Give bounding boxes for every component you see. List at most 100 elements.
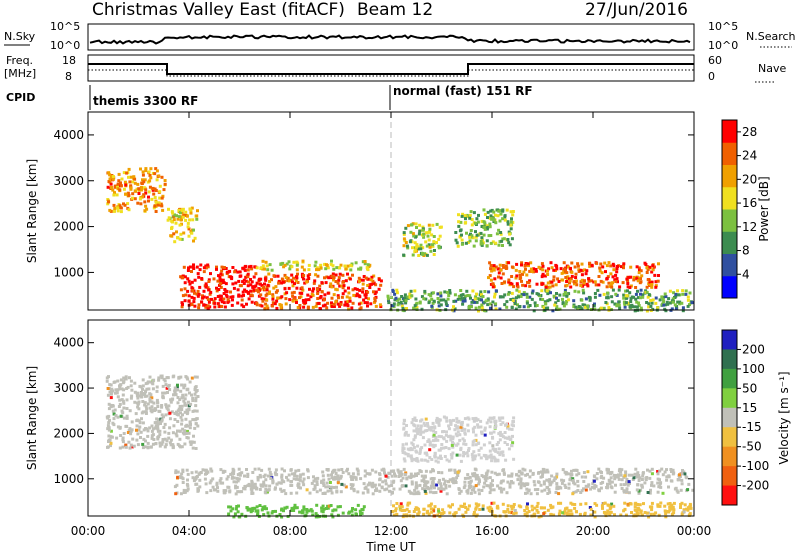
power-cell-7 bbox=[618, 285, 622, 289]
noise-right-tick-top: 10^5 bbox=[708, 20, 738, 33]
power-cell-3 bbox=[267, 272, 271, 276]
power-cell-6 bbox=[499, 232, 503, 236]
velocity-cell-1 bbox=[259, 484, 263, 488]
freq-frame bbox=[87, 54, 695, 82]
power-cell-2 bbox=[243, 288, 247, 292]
power-cell-3 bbox=[351, 273, 354, 277]
velocity-cell-2 bbox=[261, 505, 265, 509]
velocity-cell-1 bbox=[669, 468, 673, 471]
power-cbar-tick-label: 16 bbox=[742, 196, 757, 210]
power-cell-2 bbox=[216, 279, 220, 283]
velocity-cell-0 bbox=[157, 378, 161, 382]
velocity-cell-4 bbox=[506, 424, 510, 428]
velocity-cell-1 bbox=[246, 472, 250, 476]
velocity-cell-0 bbox=[188, 440, 192, 444]
power-cell-0 bbox=[133, 177, 137, 181]
velocity-cell-0 bbox=[173, 393, 177, 397]
power-cell-7 bbox=[572, 280, 576, 284]
velocity-cell-1 bbox=[298, 475, 302, 479]
velocity-cell-0 bbox=[152, 438, 156, 441]
power-cell-4 bbox=[365, 266, 369, 270]
power-cell-6 bbox=[506, 222, 510, 226]
velocity-cell-1 bbox=[567, 482, 571, 486]
power-cbar-tick-label: 12 bbox=[742, 220, 757, 234]
power-cell-7 bbox=[590, 279, 594, 283]
power-cell-0 bbox=[137, 187, 141, 191]
power-cell-2 bbox=[242, 293, 245, 297]
velocity-cell-1 bbox=[286, 478, 290, 482]
power-cell-0 bbox=[116, 209, 120, 213]
velocity-cell-4 bbox=[496, 441, 500, 444]
power-cell-8 bbox=[448, 291, 452, 295]
power-cell-2 bbox=[240, 294, 244, 298]
power-cell-7 bbox=[639, 277, 642, 280]
velocity-cell-1 bbox=[293, 472, 297, 476]
power-cell-3 bbox=[307, 298, 311, 302]
velocity-colorbar-segment bbox=[722, 485, 737, 506]
power-cell-3 bbox=[275, 299, 279, 303]
velocity-cell-3 bbox=[422, 512, 426, 516]
power-cell-4 bbox=[261, 267, 265, 271]
velocity-cell-4 bbox=[431, 443, 434, 447]
power-cell-2 bbox=[212, 277, 216, 281]
velocity-cell-1 bbox=[634, 467, 638, 471]
velocity-cell-1 bbox=[650, 467, 654, 471]
velocity-cell-1 bbox=[313, 484, 317, 488]
velocity-cell-3 bbox=[486, 506, 490, 510]
power-cell-8 bbox=[602, 306, 606, 310]
power-cell-2 bbox=[245, 274, 249, 278]
power-cell-1 bbox=[187, 234, 191, 238]
velocity-cell-4 bbox=[460, 423, 464, 427]
power-data-layer bbox=[106, 167, 694, 313]
power-cell-7 bbox=[491, 285, 495, 289]
power-cell-7 bbox=[657, 274, 660, 277]
velocity-cell-3 bbox=[682, 510, 686, 514]
power-cell-6 bbox=[461, 212, 465, 216]
power-cell-6 bbox=[501, 237, 505, 241]
velocity-cell-4 bbox=[449, 438, 453, 442]
power-cell-4 bbox=[266, 268, 270, 272]
power-cell-7 bbox=[564, 276, 568, 279]
power-cell-8 bbox=[515, 288, 519, 292]
velocity-cell-3 bbox=[636, 506, 640, 510]
power-cell-4 bbox=[295, 268, 299, 272]
power-cell-4 bbox=[313, 264, 317, 268]
power-cell-7 bbox=[497, 275, 500, 279]
velocity-cell-4 bbox=[460, 420, 464, 424]
velocity-cell-4 bbox=[432, 429, 436, 433]
velocity-cell-1 bbox=[515, 473, 519, 477]
velocity-cell-1 bbox=[474, 474, 478, 478]
power-cell-7 bbox=[622, 266, 625, 270]
power-cell-3 bbox=[371, 279, 375, 283]
power-cell-3 bbox=[348, 277, 352, 281]
power-cell-8 bbox=[635, 300, 639, 304]
power-cell-3 bbox=[271, 301, 275, 305]
velocity-cell-1 bbox=[370, 468, 374, 472]
power-cell-0 bbox=[144, 204, 148, 208]
velocity-cell-1 bbox=[477, 477, 481, 481]
velocity-cell-3 bbox=[466, 507, 470, 511]
power-cell-8 bbox=[574, 305, 578, 309]
power-cell-6 bbox=[494, 241, 498, 245]
power-cell-8 bbox=[393, 292, 397, 296]
velocity-cbar-tick-label: -100 bbox=[742, 459, 769, 473]
power-cell-8 bbox=[489, 306, 492, 310]
velocity-cell-1 bbox=[639, 488, 643, 492]
power-cell-7 bbox=[499, 268, 503, 272]
power-cell-0 bbox=[126, 191, 130, 195]
velocity-cell-0 bbox=[125, 387, 129, 390]
velocity-cell-3 bbox=[448, 511, 452, 515]
velocity-cell-3 bbox=[394, 507, 398, 511]
velocity-cell-0 bbox=[121, 440, 125, 444]
power-cell-8 bbox=[656, 306, 660, 310]
velocity-cell-0 bbox=[118, 425, 122, 429]
velocity-cell-2 bbox=[336, 513, 340, 517]
power-cell-8 bbox=[611, 288, 615, 292]
velocity-cell-2 bbox=[309, 508, 313, 512]
power-cell-7 bbox=[518, 277, 522, 281]
velocity-cell-4 bbox=[412, 423, 416, 427]
velocity-cell-0 bbox=[134, 412, 138, 416]
velocity-cell-1 bbox=[617, 469, 621, 473]
velocity-cell-1 bbox=[383, 488, 387, 492]
power-cell-7 bbox=[643, 261, 647, 265]
